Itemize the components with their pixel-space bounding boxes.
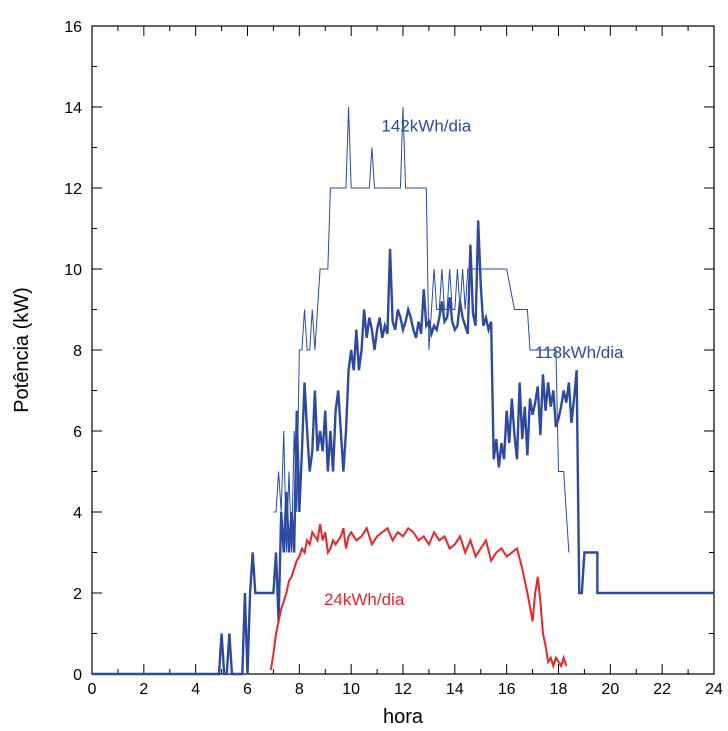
- x-tick-label: 24: [705, 681, 723, 698]
- series-line-thin: [273, 106, 570, 553]
- y-tick-label: 2: [73, 586, 82, 603]
- y-tick-label: 14: [64, 100, 82, 117]
- x-tick-label: 10: [342, 681, 360, 698]
- x-tick-label: 18: [550, 681, 568, 698]
- x-tick-labels: 0 2 4 6 8 10 12 14 16 18 20 22 24: [88, 681, 723, 698]
- y-tick-label: 6: [73, 424, 82, 441]
- annotations: 142kWh/dia 118kWh/dia 24kWh/dia: [324, 116, 624, 609]
- x-tick-label: 20: [601, 681, 619, 698]
- series-line-medium: [269, 523, 568, 671]
- y-tick-label: 0: [73, 667, 82, 684]
- x-tick-label: 2: [139, 681, 148, 698]
- x-tick-label: 12: [394, 681, 412, 698]
- series-line-thick: [92, 220, 714, 676]
- y-tick-label: 4: [73, 505, 82, 522]
- y-tick-labels: 0 2 4 6 8 10 12 14 16: [64, 19, 82, 684]
- y-axis-label: Potência (kW): [11, 287, 33, 413]
- x-axis-label: hora: [383, 706, 424, 728]
- series-layer: [92, 106, 714, 676]
- x-tick-label: 14: [446, 681, 464, 698]
- series-annotation: 142kWh/dia: [381, 116, 471, 135]
- y-tick-label: 12: [64, 181, 82, 198]
- x-tick-label: 4: [191, 681, 200, 698]
- x-tick-label: 8: [295, 681, 304, 698]
- y-tick-label: 16: [64, 19, 82, 36]
- x-tick-label: 22: [653, 681, 671, 698]
- y-tick-label: 10: [64, 262, 82, 279]
- x-tick-label: 0: [88, 681, 97, 698]
- series-annotation: 118kWh/dia: [535, 343, 624, 362]
- x-tick-label: 6: [243, 681, 252, 698]
- x-tick-label: 16: [498, 681, 516, 698]
- series-annotation: 24kWh/dia: [324, 590, 405, 609]
- y-tick-label: 8: [73, 343, 82, 360]
